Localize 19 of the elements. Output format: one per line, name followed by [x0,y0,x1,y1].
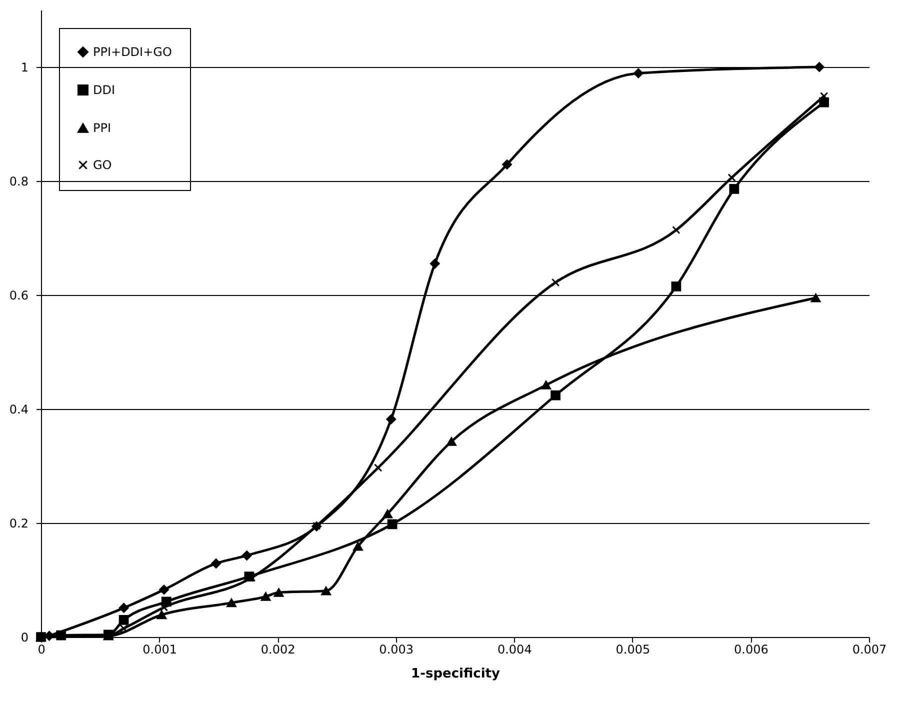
x-axis-title: 1-specificity [411,666,500,682]
x-tick-label: 0.003 [379,642,414,656]
y-tick-label: 1 [20,60,28,74]
x-tick-label: 0.004 [497,642,532,656]
y-tick-label: 0 [20,630,28,644]
y-tick-label: 0.2 [9,516,28,530]
x-tick-label: 0.005 [616,642,650,656]
y-tick-label: 0.4 [9,402,28,416]
x-tick-label: 0.001 [142,642,177,656]
x-tick-label: 0 [38,642,46,656]
x-tick-label: 0.006 [734,642,768,656]
legend-label: PPI+DDI+GO [93,45,172,59]
legend-label: GO [93,158,112,172]
x-tick-label: 0.007 [852,642,887,656]
x-tick-label: 0.002 [260,642,296,656]
y-tick-label: 0.8 [9,174,28,188]
y-tick-label: 0.6 [9,288,28,302]
legend-label: PPI [93,121,112,135]
legend-label: DDI [93,83,116,97]
